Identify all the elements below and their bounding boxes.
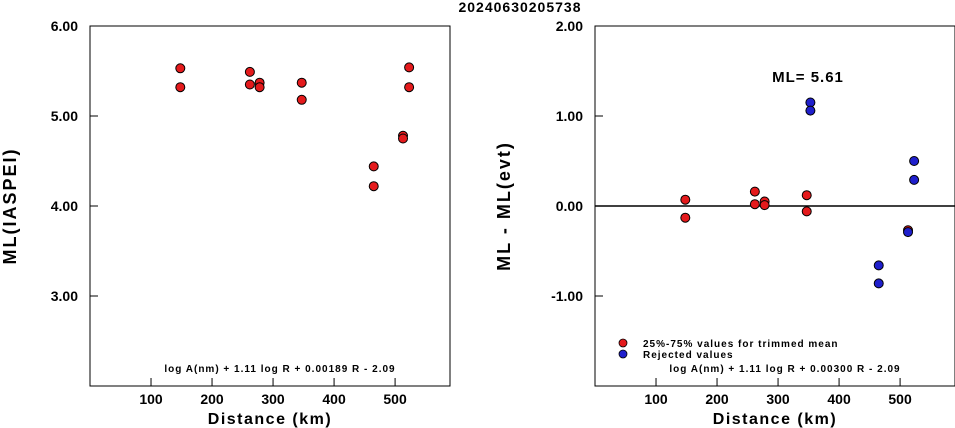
left-plot-frame: [89, 25, 451, 387]
right-x-axis: 100 200 300 400 500: [644, 378, 912, 407]
right-x-tick-label: 200: [705, 391, 729, 407]
right-point-series-1: [909, 174, 920, 185]
right-data-points: [680, 97, 920, 289]
legend-marker-rejected: [618, 349, 628, 359]
left-panel: 3.00 4.00 5.00 6.00 100 200 300 400 500 ML(IASP…: [0, 18, 451, 428]
right-y-axis-label: ML - ML(evt): [494, 141, 514, 271]
right-x-tick-label: 300: [766, 391, 790, 407]
left-point-series-0: [368, 161, 379, 172]
right-y-tick-label: 1.00: [556, 108, 583, 124]
right-point-series-0: [801, 190, 812, 201]
left-point-series-0: [175, 82, 186, 93]
right-x-tick-label: 400: [827, 391, 851, 407]
left-point-series-0: [244, 79, 255, 90]
chart-title: 20240630205738: [458, 0, 581, 15]
left-point-series-0: [398, 133, 409, 144]
left-y-tick-label: 3.00: [51, 288, 78, 304]
right-point-series-1: [903, 227, 914, 238]
right-y-axis: -1.00 0.00 1.00 2.00: [551, 18, 603, 304]
left-y-tick-label: 4.00: [51, 198, 78, 214]
right-x-axis-label: Distance (km): [713, 411, 837, 428]
right-point-series-0: [680, 194, 691, 205]
left-point-series-0: [175, 63, 186, 74]
right-panel: -1.00 0.00 1.00 2.00 100 200 300 400 500 ML - M…: [494, 18, 955, 428]
left-point-series-0: [244, 66, 255, 77]
left-point-series-0: [404, 62, 415, 73]
legend: 25%-75% values for trimmed mean Rejected…: [618, 338, 839, 361]
right-x-tick-label: 100: [644, 391, 668, 407]
left-data-points: [175, 62, 415, 192]
legend-label-rejected: Rejected values: [643, 350, 734, 361]
right-point-series-1: [805, 105, 816, 116]
right-point-series-0: [749, 186, 760, 197]
right-point-series-0: [759, 200, 770, 211]
ml-value-label: ML= 5.61: [772, 69, 844, 86]
left-y-tick-label: 5.00: [51, 108, 78, 124]
left-point-series-0: [368, 181, 379, 192]
right-point-series-1: [873, 278, 884, 289]
left-y-axis: 3.00 4.00 5.00 6.00: [51, 18, 98, 304]
legend-marker-trimmed: [618, 338, 628, 348]
right-point-series-1: [909, 156, 920, 166]
right-point-series-1: [873, 260, 884, 271]
right-y-tick-label: 0.00: [556, 198, 583, 214]
right-point-series-0: [680, 212, 691, 223]
right-y-tick-label: -1.00: [551, 288, 583, 304]
right-point-series-0: [749, 199, 760, 210]
left-x-tick-label: 300: [261, 391, 285, 407]
right-x-tick-label: 500: [888, 391, 912, 407]
left-point-series-0: [404, 82, 415, 93]
left-x-axis: 100 200 300 400 500: [139, 378, 407, 407]
left-point-series-0: [296, 94, 307, 105]
left-x-axis-label: Distance (km): [208, 411, 332, 428]
left-point-series-0: [296, 77, 307, 88]
left-x-tick-label: 500: [383, 391, 407, 407]
left-y-axis-label: ML(IASPEI): [0, 148, 20, 265]
left-y-tick-label: 6.00: [51, 18, 78, 34]
legend-label-trimmed: 25%-75% values for trimmed mean: [643, 339, 839, 350]
right-point-series-0: [801, 206, 812, 217]
left-x-tick-label: 200: [200, 391, 224, 407]
left-formula-annotation: log A(nm) + 1.11 log R + 0.00189 R - 2.0…: [164, 364, 395, 375]
right-y-tick-label: 2.00: [556, 18, 583, 34]
left-x-tick-label: 100: [139, 391, 163, 407]
left-point-series-0: [254, 82, 265, 93]
right-formula-annotation: log A(nm) + 1.11 log R + 0.00300 R - 2.0…: [669, 364, 900, 375]
left-x-tick-label: 400: [322, 391, 346, 407]
